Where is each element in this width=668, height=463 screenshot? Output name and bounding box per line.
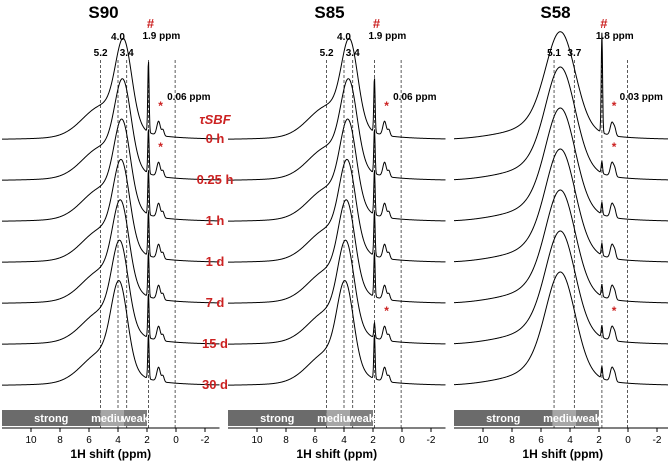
- asterisk-marker: *: [158, 99, 163, 113]
- band-label-strong: strong: [260, 413, 294, 425]
- spectrum-trace-15d: [1, 239, 220, 345]
- spectrum-trace-1d: [453, 148, 668, 263]
- ppm-label: 5.2: [320, 48, 334, 59]
- band-label-strong: strong: [34, 413, 68, 425]
- band-label-medium: medium: [317, 413, 359, 425]
- band-weak: [349, 410, 373, 426]
- x-tick-label: 8: [57, 435, 63, 446]
- band-label-weak: weak: [121, 413, 150, 425]
- x-tick-label: 10: [477, 435, 489, 446]
- spectrum-trace-1h: [1, 118, 220, 222]
- hash-marker: #: [147, 16, 155, 31]
- ppm-label: 4.0: [111, 32, 125, 43]
- time-label: 15 d: [202, 336, 228, 351]
- band-strong: [454, 410, 553, 426]
- panel-title: S58: [540, 3, 570, 22]
- ppm-label: 5.1: [547, 48, 561, 59]
- asterisk-marker: *: [384, 304, 389, 318]
- time-label: 1 h: [206, 213, 225, 228]
- x-tick-label: 0: [399, 435, 405, 446]
- asterisk-marker: *: [612, 99, 617, 113]
- x-tick-label: 2: [370, 435, 376, 446]
- ppm-label: 5.2: [94, 48, 108, 59]
- x-tick-label: 8: [509, 435, 515, 446]
- ppm-label: 3.4: [120, 48, 134, 59]
- ppm-label: 1.8 ppm: [596, 31, 634, 42]
- panel-title: S90: [88, 3, 118, 22]
- hash-marker: #: [600, 16, 608, 31]
- spectrum-trace-0h: [227, 37, 446, 140]
- ppm-label: 0.06 ppm: [167, 92, 210, 103]
- ppm-label: 3.4: [346, 48, 360, 59]
- band-strong: [228, 410, 327, 426]
- spectrum-trace-7d: [227, 199, 446, 304]
- x-tick-label: 2: [596, 435, 602, 446]
- x-tick-label: 6: [538, 435, 544, 446]
- ppm-label: 3.7: [567, 48, 581, 59]
- panel-title: S85: [314, 3, 344, 22]
- time-label: 7 d: [206, 295, 225, 310]
- hash-marker: #: [373, 16, 381, 31]
- band-label-medium: medium: [543, 413, 585, 425]
- spectrum-trace-025h: [1, 78, 220, 181]
- x-tick-label: 4: [341, 435, 347, 446]
- ppm-label: 0.03 ppm: [620, 92, 663, 103]
- asterisk-marker: *: [612, 304, 617, 318]
- x-axis-label: 1H shift (ppm): [70, 447, 151, 461]
- band-medium: [100, 410, 124, 426]
- spectrum-trace-30d: [453, 271, 668, 386]
- x-tick-label: -2: [653, 435, 662, 446]
- band-weak: [575, 410, 599, 426]
- x-tick-label: -2: [201, 435, 210, 446]
- x-tick-label: 0: [173, 435, 179, 446]
- spectrum-trace-7d: [1, 199, 220, 304]
- x-axis-label: 1H shift (ppm): [296, 447, 377, 461]
- spectrum-trace-7d: [453, 189, 668, 304]
- x-tick-label: 6: [312, 435, 318, 446]
- spectrum-trace-15d: [453, 230, 668, 345]
- time-label: 0 h: [206, 131, 225, 146]
- spectrum-trace-0h: [453, 31, 668, 140]
- spectrum-trace-025h: [453, 66, 668, 181]
- asterisk-marker: *: [158, 140, 163, 154]
- spectrum-trace-025h: [227, 78, 446, 181]
- x-tick-label: 2: [144, 435, 150, 446]
- band-label-weak: weak: [347, 413, 376, 425]
- band-label-strong: strong: [486, 413, 520, 425]
- spectrum-trace-30d: [227, 280, 446, 386]
- spectrum-trace-15d: [227, 239, 446, 345]
- asterisk-marker: *: [612, 140, 617, 154]
- x-tick-label: 6: [86, 435, 92, 446]
- asterisk-marker: *: [384, 99, 389, 113]
- ppm-label: 1.9 ppm: [368, 31, 406, 42]
- band-label-weak: weak: [573, 413, 602, 425]
- time-label: 0.25 h: [197, 172, 234, 187]
- band-weak: [123, 410, 147, 426]
- x-tick-label: 10: [25, 435, 37, 446]
- band-label-medium: medium: [91, 413, 133, 425]
- spectrum-trace-30d: [1, 280, 220, 386]
- time-label: 1 d: [206, 254, 225, 269]
- spectrum-trace-1h: [453, 107, 668, 222]
- x-axis-label: 1H shift (ppm): [522, 447, 603, 461]
- band-strong: [2, 410, 101, 426]
- x-tick-label: 4: [567, 435, 573, 446]
- x-tick-label: 0: [625, 435, 631, 446]
- band-medium: [552, 410, 576, 426]
- spectrum-trace-1d: [227, 158, 446, 263]
- spectrum-trace-1d: [1, 158, 220, 263]
- x-tick-label: 4: [115, 435, 121, 446]
- ppm-label: 1.9 ppm: [142, 31, 180, 42]
- x-tick-label: 10: [251, 435, 263, 446]
- x-tick-label: 8: [283, 435, 289, 446]
- ppm-label: 0.06 ppm: [393, 92, 436, 103]
- band-medium: [326, 410, 350, 426]
- spectrum-trace-1h: [227, 118, 446, 222]
- time-axis-title: τSBF: [199, 112, 231, 127]
- time-label: 30 d: [202, 377, 228, 392]
- spectrum-trace-0h: [1, 37, 220, 140]
- ppm-label: 4.0: [337, 32, 351, 43]
- x-tick-label: -2: [427, 435, 436, 446]
